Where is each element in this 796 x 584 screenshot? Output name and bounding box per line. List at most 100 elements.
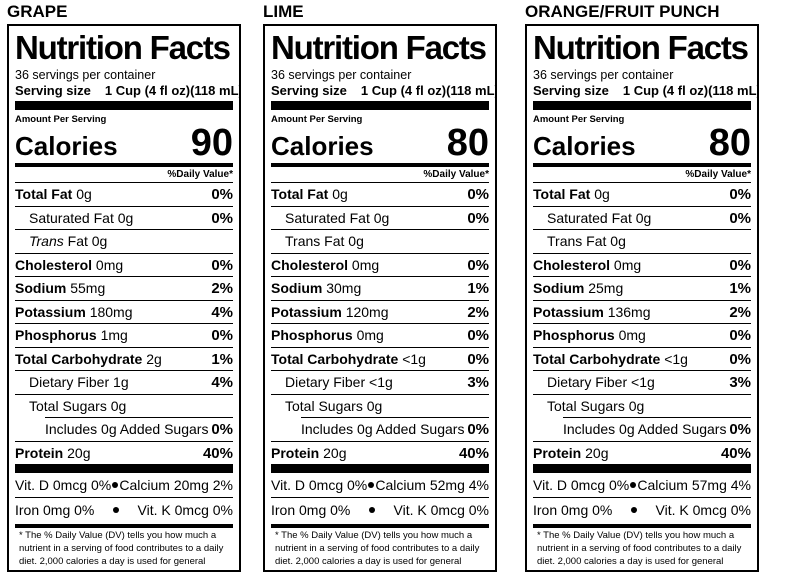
servings: 36 servings per container bbox=[271, 68, 412, 82]
nutrient-row: Potassium 120mg 2% bbox=[271, 299, 489, 324]
daily-value-header: %Daily Value* bbox=[423, 169, 489, 180]
nutrient-label: Cholesterol bbox=[533, 256, 611, 273]
nutrient-row: Total Sugars 0g bbox=[271, 393, 489, 418]
daily-value: 0% bbox=[211, 421, 233, 438]
nutrient-row: Sodium 55mg 2% bbox=[15, 276, 233, 300]
nutrient-amount: 0mg bbox=[613, 256, 642, 273]
nutrient-row: Total Carbohydrate <1g 0% bbox=[271, 346, 489, 371]
nutrient-amount: 0g bbox=[348, 233, 364, 249]
nutrient-label: Includes 0g Added Sugars bbox=[563, 421, 727, 437]
daily-value: 2% bbox=[729, 303, 751, 321]
vitamin-item: Vit. D 0mcg 0% bbox=[15, 477, 112, 493]
nutrient-name: Trans Fat 0g bbox=[533, 230, 626, 253]
nutrient-row: Potassium 136mg 2% bbox=[533, 299, 751, 324]
nutrient-label: Includes 0g Added Sugars bbox=[301, 421, 465, 437]
vitamin-item: Vit. K 0mcg 0% bbox=[393, 502, 489, 518]
daily-value: 0% bbox=[729, 256, 751, 274]
daily-value: 0% bbox=[467, 327, 489, 344]
nutrient-name: Phosphorus 1mg bbox=[15, 324, 128, 347]
nutrient-name: Phosphorus 0mg bbox=[271, 324, 384, 347]
nutrient-label: Total Sugars bbox=[29, 397, 107, 414]
nutrient-amount: 1g bbox=[113, 374, 129, 390]
nutrient-row: Potassium 180mg 4% bbox=[15, 299, 233, 324]
daily-value: 4% bbox=[211, 303, 233, 321]
medium-rule bbox=[15, 163, 233, 167]
daily-value: 3% bbox=[729, 374, 751, 391]
daily-value: 2% bbox=[467, 303, 489, 321]
nutrient-name: Total Carbohydrate <1g bbox=[533, 348, 688, 371]
nutrient-label: Saturated Fat bbox=[285, 209, 370, 226]
nutrient-label: Phosphorus bbox=[15, 327, 97, 343]
nutrient-name: Protein 20g bbox=[271, 442, 346, 465]
serving-size-value: 1 Cup (4 fl oz)(118 mL) bbox=[360, 83, 497, 98]
nutrient-label: Cholesterol bbox=[271, 256, 349, 273]
thick-rule bbox=[533, 101, 751, 110]
nutrient-row: Dietary Fiber <1g 3% bbox=[533, 370, 751, 394]
daily-value: 0% bbox=[467, 421, 489, 438]
nutrient-name: Trans Fat 0g bbox=[15, 230, 107, 253]
bullet bbox=[112, 507, 119, 513]
daily-value: 0% bbox=[729, 327, 751, 344]
daily-value: 0% bbox=[467, 256, 489, 274]
serving-size-value: 1 Cup (4 fl oz)(118 mL) bbox=[104, 83, 241, 98]
nutrient-row: Saturated Fat 0g 0% bbox=[15, 205, 233, 230]
nutrient-amount: 0g bbox=[332, 186, 348, 202]
nutrient-row: Cholesterol 0mg 0% bbox=[15, 252, 233, 277]
medium-rule bbox=[533, 524, 751, 528]
nutrient-amount: <1g bbox=[631, 374, 655, 390]
nutrient-row: Dietary Fiber <1g 3% bbox=[271, 370, 489, 394]
bullet bbox=[368, 482, 375, 488]
nutrient-amount: 0g bbox=[117, 209, 134, 226]
nutrient-name: Protein 20g bbox=[533, 442, 608, 465]
nutrient-name: Cholesterol 0mg bbox=[15, 254, 123, 277]
nutrient-row: Sodium 25mg 1% bbox=[533, 276, 751, 300]
nutrient-amount: 20g bbox=[585, 444, 609, 461]
flavor-name: GRAPE bbox=[7, 2, 68, 21]
nutrient-row: Total Carbohydrate 2g 1% bbox=[15, 346, 233, 371]
nutrient-label: Phosphorus bbox=[533, 327, 615, 343]
nutrient-label: Potassium bbox=[271, 303, 342, 320]
medium-rule bbox=[15, 524, 233, 528]
label-column: LIME Nutrition Facts 36 servings per conta… bbox=[263, 0, 497, 572]
nutrient-row: Total Sugars 0g bbox=[533, 393, 751, 418]
daily-value: 40% bbox=[202, 444, 233, 462]
nutrient-row: Cholesterol 0mg 0% bbox=[271, 252, 489, 277]
nutrient-row: Total Fat 0g 0% bbox=[271, 182, 489, 206]
daily-value: 1% bbox=[467, 280, 489, 297]
nutrient-label: Total Fat bbox=[271, 186, 329, 202]
nutrient-name: Dietary Fiber <1g bbox=[271, 371, 393, 394]
daily-value: 0% bbox=[211, 327, 233, 344]
vitamin-row: Vit. D 0mcg 0% Calcium 20mg 2% bbox=[15, 473, 233, 497]
thick-rule bbox=[271, 101, 489, 110]
nutrient-name: Saturated Fat 0g bbox=[271, 207, 389, 230]
nutrient-row: Total Fat 0g 0% bbox=[15, 182, 233, 206]
calories-label: Calories bbox=[533, 131, 636, 161]
nutrient-name: Protein 20g bbox=[15, 442, 90, 465]
nutrient-row: Protein 20g 40% bbox=[533, 440, 751, 473]
amount-per-serving: Amount Per Serving bbox=[15, 114, 107, 125]
nutrient-name: Cholesterol 0mg bbox=[533, 254, 641, 277]
nutrient-label: Protein bbox=[533, 444, 582, 461]
footnote: * The % Daily Value (DV) tells you how m… bbox=[537, 530, 742, 570]
nutrient-amount: 0mg bbox=[356, 327, 384, 343]
vitamin-item: Iron 0mg 0% bbox=[533, 502, 613, 518]
panel-title: Nutrition Facts bbox=[533, 29, 749, 66]
nutrient-label: Sodium bbox=[271, 280, 323, 296]
nutrient-amount: 20g bbox=[323, 444, 347, 461]
nutrient-name: Total Fat 0g bbox=[15, 183, 92, 206]
nutrient-label: Trans Fat bbox=[285, 233, 345, 249]
nutrient-amount: 136mg bbox=[607, 303, 651, 320]
footnote: * The % Daily Value (DV) tells you how m… bbox=[275, 530, 480, 570]
daily-value-header: %Daily Value* bbox=[167, 169, 233, 180]
nutrient-row: Protein 20g 40% bbox=[271, 440, 489, 473]
amount-per-serving: Amount Per Serving bbox=[271, 114, 363, 125]
nutrient-row: Saturated Fat 0g 0% bbox=[271, 205, 489, 230]
serving-size: Serving size 1 Cup (4 fl oz)(118 mL) bbox=[271, 83, 495, 99]
nutrient-label: Fat bbox=[67, 233, 88, 249]
bullet bbox=[368, 507, 375, 513]
nutrient-row: Dietary Fiber 1g 4% bbox=[15, 370, 233, 394]
nutrient-row: Total Sugars 0g bbox=[15, 393, 233, 418]
nutrient-amount: 20g bbox=[67, 444, 91, 461]
vitamin-item: Vit. K 0mcg 0% bbox=[655, 502, 751, 518]
nutrient-label: Includes 0g Added Sugars bbox=[45, 421, 209, 437]
